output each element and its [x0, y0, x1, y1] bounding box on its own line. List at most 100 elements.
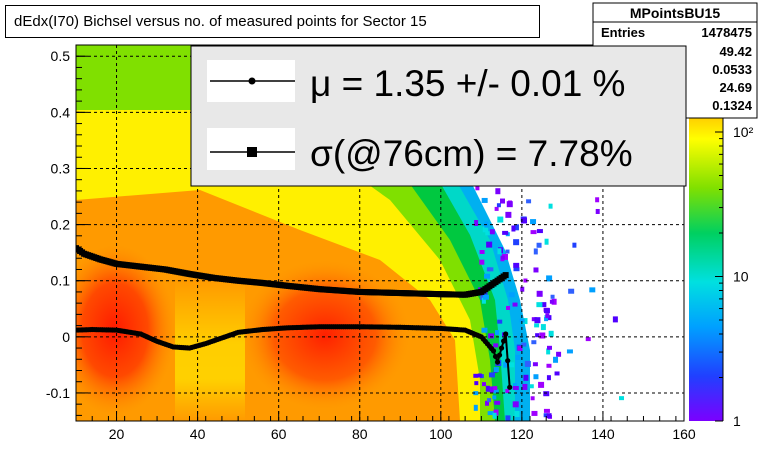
sparse-cell	[488, 267, 494, 272]
sparse-cell	[481, 197, 488, 203]
sparse-cell	[481, 297, 486, 304]
sparse-cell	[543, 391, 550, 397]
sparse-cell	[513, 262, 520, 268]
sparse-cell	[508, 292, 515, 298]
sparse-cell	[494, 400, 501, 405]
sparse-cell	[549, 299, 554, 304]
sparse-cell	[482, 226, 487, 233]
sparse-cell	[473, 391, 479, 396]
sparse-cell	[548, 203, 553, 209]
z-tick-label: 10	[733, 268, 749, 284]
series-point-circle	[490, 348, 497, 354]
sparse-cell	[475, 186, 480, 191]
sparse-cell	[520, 286, 525, 292]
sparse-cell	[500, 255, 505, 260]
x-tick-label: 60	[271, 426, 287, 442]
stats-entries-value: 1478475	[701, 25, 752, 40]
sparse-cell	[502, 230, 509, 235]
series-point-circle	[496, 352, 503, 358]
sparse-cell	[489, 386, 495, 393]
sparse-cell	[506, 201, 513, 208]
x-tick-label: 160	[672, 426, 696, 442]
sparse-cell	[524, 360, 531, 367]
series-point-circle	[492, 353, 499, 360]
sparse-cell	[495, 188, 501, 195]
sparse-cell	[505, 415, 511, 421]
sparse-cell	[531, 410, 538, 416]
sparse-cell	[549, 332, 554, 337]
density-peak-right	[240, 260, 410, 410]
legend-sigma-marker	[247, 147, 257, 157]
y-tick-label: 0	[62, 329, 70, 345]
sparse-cell	[512, 401, 519, 408]
sparse-cell	[530, 230, 537, 235]
sparse-cell	[517, 345, 523, 351]
sparse-cell	[572, 242, 577, 248]
y-tick-label: 0.4	[51, 104, 71, 120]
sparse-cell	[513, 224, 519, 231]
sparse-cell	[536, 242, 542, 248]
sparse-cell	[519, 318, 525, 323]
sparse-cell	[512, 382, 517, 388]
sparse-cell	[487, 398, 492, 403]
sparse-cell	[523, 374, 529, 381]
sparse-cell	[533, 248, 538, 255]
sparse-cell	[543, 408, 550, 413]
x-tick-label: 80	[352, 426, 368, 442]
x-tick-label: 100	[429, 426, 453, 442]
sparse-cell	[568, 288, 575, 294]
stats-entries-label: Entries	[601, 25, 645, 40]
sparse-cell	[585, 337, 591, 342]
sparse-cell	[489, 229, 495, 235]
sparse-cell	[543, 308, 550, 314]
sparse-cell	[485, 400, 490, 406]
sparse-cell	[550, 294, 555, 299]
sparse-cell	[534, 323, 540, 328]
sparse-cell	[496, 203, 501, 208]
y-tick-label: 0.3	[51, 160, 71, 176]
legend-sigma-text: σ(@76cm) = 7.78%	[310, 133, 633, 174]
sparse-cell	[513, 267, 520, 272]
sparse-cell	[506, 305, 511, 310]
sparse-cell	[514, 411, 520, 418]
sparse-cell	[543, 413, 548, 418]
legend-mu-marker	[248, 77, 256, 85]
sparse-cell	[493, 409, 499, 416]
x-tick-label: 20	[109, 426, 125, 442]
sparse-cell	[539, 332, 546, 339]
sparse-cell	[619, 396, 625, 401]
sparse-cell	[493, 367, 499, 373]
sparse-cell	[484, 273, 491, 279]
sparse-cell	[595, 208, 600, 214]
sparse-cell	[474, 381, 479, 386]
stats-value-3: 24.69	[719, 80, 752, 95]
sparse-cell	[473, 404, 478, 411]
sparse-cell	[494, 206, 499, 211]
axes: 20 40 60 80 100 120 140 160 -0.1 0 0.1 0.2 0.3 0.4 0.5	[46, 48, 696, 442]
sparse-cell	[540, 324, 546, 331]
z-tick-label: 10²	[733, 124, 754, 140]
sparse-cell	[505, 389, 510, 394]
sparse-cell	[521, 342, 527, 347]
sparse-cell	[485, 385, 490, 392]
sparse-cell	[531, 317, 537, 322]
series-point-square	[502, 272, 509, 279]
y-tick-label: 0.1	[51, 273, 71, 289]
sparse-cell	[497, 248, 502, 255]
sparse-cell	[545, 313, 550, 319]
sparse-cell	[534, 317, 541, 324]
stats-value-1: 49.42	[719, 44, 752, 59]
series-point-circle	[494, 359, 501, 365]
sparse-cell	[482, 294, 489, 300]
sparse-cell	[551, 298, 557, 305]
sparse-cell	[488, 333, 495, 339]
sparse-cell	[515, 354, 521, 360]
sparse-cell	[589, 287, 596, 293]
series-point-circle	[507, 384, 513, 390]
sparse-cell	[522, 383, 528, 390]
sparse-cell	[530, 219, 537, 225]
sparse-cell	[546, 363, 552, 368]
y-tick-label: 0.2	[51, 217, 71, 233]
chart-title: dEdx(I70) Bichsel versus no. of measured…	[14, 13, 427, 30]
